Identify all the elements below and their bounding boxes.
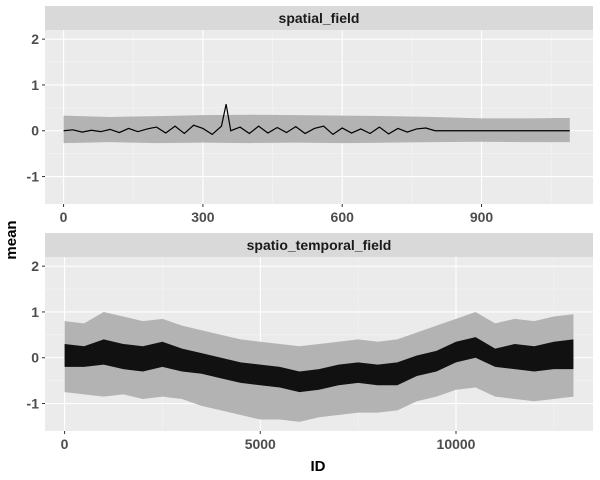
y-tick-label: 1: [31, 77, 39, 93]
panel-spatio-temporal-field: spatio_temporal_field -1 0 1 2 0 5000 10000: [27, 233, 593, 452]
y-tick-label: -1: [27, 169, 40, 185]
x-tick-label: 300: [191, 209, 215, 225]
y-tick-label: -1: [27, 396, 40, 412]
mean-band-area: [64, 337, 574, 393]
interval-band: [64, 311, 574, 422]
y-tick-label: 2: [31, 258, 39, 274]
x-tick-label: 0: [60, 209, 68, 225]
mean-band: [64, 337, 574, 393]
x-axis-title: ID: [311, 458, 326, 475]
interval-band-area: [63, 114, 570, 144]
strip-background: [45, 233, 593, 257]
y-axis-title: mean: [3, 220, 20, 259]
panel-spatial-field: spatial_field -1 0 1 2 0 300 600 900: [27, 6, 593, 225]
x-axis: 0 300 600 900: [60, 204, 494, 225]
mean-line: [63, 104, 570, 136]
x-tick-label: 5000: [245, 436, 276, 452]
strip-background: [45, 6, 593, 30]
y-tick-label: 2: [31, 31, 39, 47]
y-axis: -1 0 1 2: [27, 258, 45, 412]
y-tick-label: 0: [31, 350, 39, 366]
x-tick-label: 10000: [437, 436, 476, 452]
x-tick-label: 0: [61, 436, 69, 452]
y-axis: -1 0 1 2: [27, 31, 45, 185]
interval-band-area: [64, 311, 574, 422]
y-tick-label: 0: [31, 123, 39, 139]
x-tick-label: 600: [331, 209, 355, 225]
interval-band: [63, 114, 570, 144]
x-tick-label: 900: [470, 209, 494, 225]
strip-title: spatial_field: [279, 10, 360, 26]
strip-title: spatio_temporal_field: [247, 237, 392, 253]
y-tick-label: 1: [31, 304, 39, 320]
mean-line-path: [63, 104, 570, 136]
x-axis: 0 5000 10000: [61, 431, 476, 452]
